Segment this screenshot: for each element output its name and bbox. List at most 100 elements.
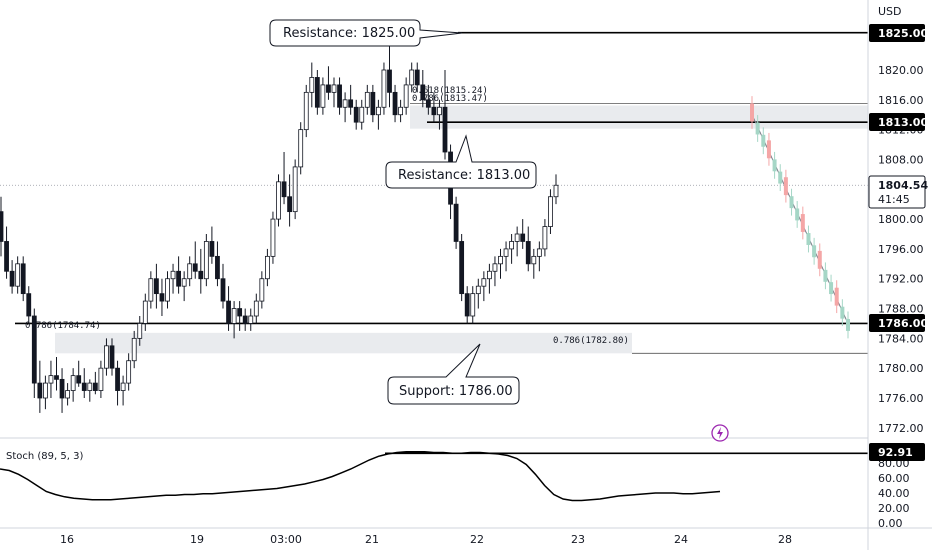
projection-candle [846, 311, 850, 339]
candle [109, 338, 115, 376]
price-tick-label: 1788.00 [878, 303, 924, 316]
candle-body-up [359, 106, 365, 123]
candle-body-up [486, 270, 492, 280]
price-tag-r2-text: 1813.00 [878, 116, 928, 129]
time-tick-label: 22 [470, 533, 484, 546]
price-tag-r2[interactable]: 1813.00 [869, 113, 928, 131]
projection-candle-body [783, 177, 788, 196]
candle-body-down [237, 308, 243, 317]
support-zone [55, 332, 632, 354]
candle [281, 152, 287, 205]
candle-body-up [142, 300, 148, 324]
projection-candle [840, 299, 845, 327]
callout-resistance-mid[interactable]: Resistance: 1813.00 [385, 134, 537, 189]
projection-candle-body [812, 245, 817, 258]
projection-candle-body [772, 159, 777, 172]
callout-support[interactable]: Support: 1786.00 [387, 343, 520, 405]
price-tick-label: 1776.00 [878, 392, 924, 405]
projection-candle [795, 201, 800, 228]
candle [409, 62, 415, 93]
candle-body-up [43, 382, 48, 399]
candle-body-down [198, 270, 204, 280]
fib-label-right: 0.786(1782.80) [553, 336, 629, 346]
projection-line [751, 114, 849, 324]
indicator-label[interactable]: Stoch (89, 5, 3) [6, 451, 83, 462]
candle [331, 77, 337, 108]
candle [503, 241, 509, 272]
candle-body-down [159, 293, 165, 302]
price-tick-label: 1780.00 [878, 362, 924, 375]
candle-body-up [470, 293, 476, 317]
candle-body-up [514, 233, 520, 242]
zones-layer [55, 105, 868, 354]
price-tag-s1[interactable]: 1786.00 [869, 314, 928, 332]
callout-resistance-top[interactable]: Resistance: 1825.00 [269, 19, 463, 47]
projection-candle-body [778, 171, 783, 184]
candle-body-up [398, 106, 404, 116]
candle [248, 308, 254, 331]
candle-body-up [342, 99, 348, 108]
candle [92, 371, 98, 395]
projection-candle [789, 188, 794, 216]
stoch-line [0, 451, 721, 502]
candle-body-down [287, 196, 293, 213]
candle-body-up [70, 375, 76, 391]
projection-candle-body [840, 306, 845, 319]
time-axis[interactable]: 16 19 03:00 21 22 23 24 28 [60, 533, 792, 546]
candle-body-down [192, 263, 198, 272]
candle [470, 286, 476, 324]
candle-body-down [109, 345, 115, 369]
candle-body-up [48, 375, 54, 384]
price-tag-stoch[interactable]: 92.91 [869, 443, 925, 461]
candle [48, 360, 54, 398]
candle [486, 263, 492, 294]
price-axis[interactable]: 1772.00 1776.00 1780.00 1784.00 1788.00 1792.… [878, 64, 924, 435]
candle-body-down [59, 378, 65, 399]
candle-body-up [381, 69, 387, 108]
lightning-icon[interactable] [711, 424, 729, 442]
time-tick-label: 24 [674, 533, 688, 546]
candle [15, 256, 21, 294]
candle [4, 226, 9, 279]
candles-layer [0, 32, 559, 413]
candle [159, 278, 165, 316]
candle [375, 99, 381, 130]
price-tag-s1-text: 1786.00 [878, 317, 928, 330]
candle [276, 174, 281, 227]
candle-body-up [187, 263, 193, 280]
candle-body-down [9, 270, 15, 287]
candle [148, 271, 154, 309]
candle-body-down [326, 84, 331, 93]
fib-label-top-a: 0.618(1815.24) [412, 86, 488, 96]
candle-body-up [165, 278, 170, 302]
stoch-tick-label: 0.00 [878, 517, 903, 530]
candle-body-down [520, 233, 526, 242]
projection-candle [761, 127, 766, 155]
time-tick-label: 19 [190, 533, 204, 546]
price-tag-current[interactable]: 1804.54 41:45 [868, 175, 928, 209]
projection-candle [783, 169, 788, 203]
candle [364, 84, 370, 115]
candle-body-up [126, 360, 132, 384]
candle [220, 263, 226, 309]
candle-body-down [226, 300, 231, 324]
candle-body-up [475, 285, 481, 295]
candle-body-down [242, 315, 248, 324]
time-tick-label: 16 [60, 533, 74, 546]
projection-candle [766, 132, 771, 166]
candle-body-up [203, 241, 209, 280]
candle-body-up [15, 263, 21, 287]
candle [131, 330, 137, 369]
candle [353, 99, 359, 130]
candle [70, 368, 76, 402]
candle-body-down [281, 181, 287, 198]
projection-candle [772, 151, 777, 179]
price-tag-r1[interactable]: 1825.00 [869, 24, 928, 42]
candle [420, 70, 426, 108]
candle-body-up [548, 196, 553, 227]
level-lines-layer [15, 31, 868, 354]
candle-body-down [370, 91, 376, 116]
time-tick-label: 23 [571, 533, 585, 546]
candle-body-up [181, 278, 187, 287]
